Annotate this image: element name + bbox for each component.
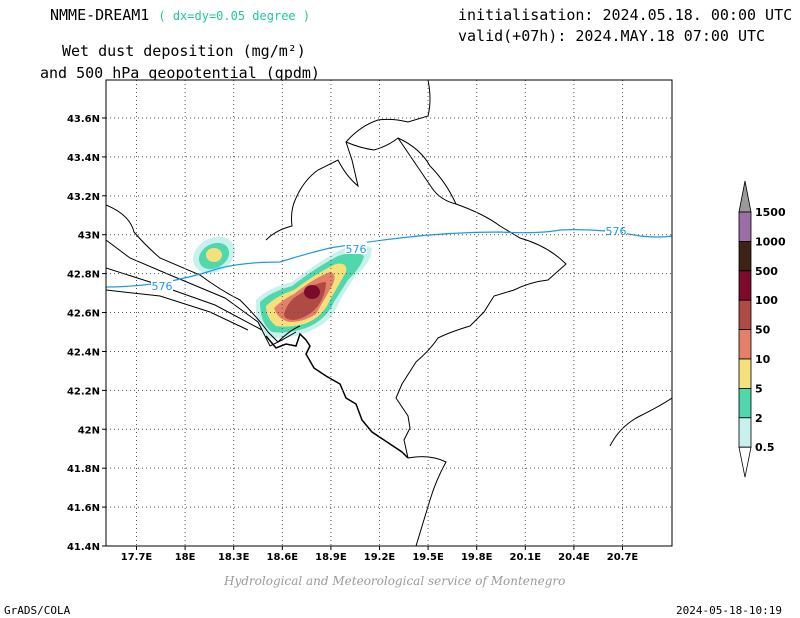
lon-label: 17.7E (121, 552, 153, 563)
model-title: NMME-DREAM1 ( dx=dy=0.05 degree ) (50, 6, 310, 24)
legend-swatch (738, 417, 752, 448)
lon-label: 18.9E (315, 552, 347, 563)
contour-label: 576 (606, 225, 627, 238)
grid-resolution-note: ( dx=dy=0.05 degree ) (158, 9, 311, 23)
lat-label: 42N (78, 425, 100, 436)
legend-swatch (738, 299, 752, 331)
lat-label: 42.6N (67, 309, 100, 320)
legend-swatch (738, 387, 752, 419)
lat-label: 42.8N (67, 270, 100, 281)
contour-labels: 576 576 576 (151, 224, 627, 293)
legend-swatch (738, 358, 752, 389)
lat-label: 41.8N (67, 464, 100, 475)
legend-swatch (738, 270, 752, 301)
lon-label: 20.1E (510, 552, 542, 563)
contour-label-bg (605, 224, 627, 236)
legend-label: 1500 (755, 206, 786, 219)
lat-label: 43N (78, 231, 100, 242)
contour-label-bg (345, 242, 367, 254)
initialisation-time: initialisation: 2024.05.18. 00:00 UTC (458, 6, 793, 24)
lon-label: 19.5E (412, 552, 444, 563)
legend-label: 500 (755, 265, 778, 278)
lon-label: 20.4E (558, 552, 590, 563)
legend-swatch (738, 329, 752, 360)
legend-label: 0.5 (755, 441, 775, 454)
lon-label: 19.2E (364, 552, 396, 563)
lat-label: 41.4N (67, 542, 100, 553)
footer-software: GrADS/COLA (4, 604, 71, 617)
coastlines-borders (106, 80, 672, 546)
geopotential-contour-576 (106, 229, 672, 288)
legend-label: 1000 (755, 235, 786, 248)
dust-deposition-shading (193, 236, 372, 339)
model-name: NMME-DREAM1 (50, 6, 150, 24)
contour-label: 576 (346, 243, 367, 256)
legend-label: 100 (755, 294, 778, 307)
contour-label: 576 (152, 280, 173, 293)
legend-label: 5 (755, 382, 763, 395)
lat-label: 42.2N (67, 386, 100, 397)
map-title-line1: Wet dust deposition (mg/m²) (62, 42, 306, 60)
legend-swatch (738, 240, 752, 272)
lon-label: 19.8E (461, 552, 493, 563)
lon-label: 18E (175, 552, 196, 563)
legend-label: 2 (755, 412, 763, 425)
map-title-line2: and 500 hPa geopotential (gpdm) (40, 64, 320, 82)
credit-text: Hydrological and Meteorological service … (224, 574, 566, 588)
lon-label: 18.3E (218, 552, 250, 563)
map-area (106, 80, 672, 546)
contour-label-bg (151, 279, 173, 291)
lon-label: 20.7E (607, 552, 639, 563)
legend-label: 10 (755, 353, 771, 366)
color-legend: 1500 1000 500 100 50 10 5 2 0.5 (738, 180, 786, 478)
lat-label: 42.4N (67, 347, 100, 358)
lat-label: 43.6N (67, 114, 100, 125)
lat-label: 43.4N (67, 153, 100, 164)
footer-timestamp: 2024-05-18-10:19 (676, 604, 782, 617)
legend-bottom-arrow (738, 446, 752, 478)
lat-label: 41.6N (67, 503, 100, 514)
legend-top-arrow (738, 180, 752, 213)
axis-labels: 43.6N 43.4N 43.2N 43N 42.8N 42.6N 42.4N 42.2N 42… (67, 114, 638, 563)
lat-label: 43.2N (67, 192, 100, 203)
legend-swatch (738, 211, 752, 242)
map-gridlines (106, 80, 672, 546)
valid-time: valid(+07h): 2024.MAY.18 07:00 UTC (458, 27, 766, 45)
legend-label: 50 (755, 324, 771, 337)
lon-label: 18.6E (267, 552, 299, 563)
map-frame (105, 79, 673, 547)
